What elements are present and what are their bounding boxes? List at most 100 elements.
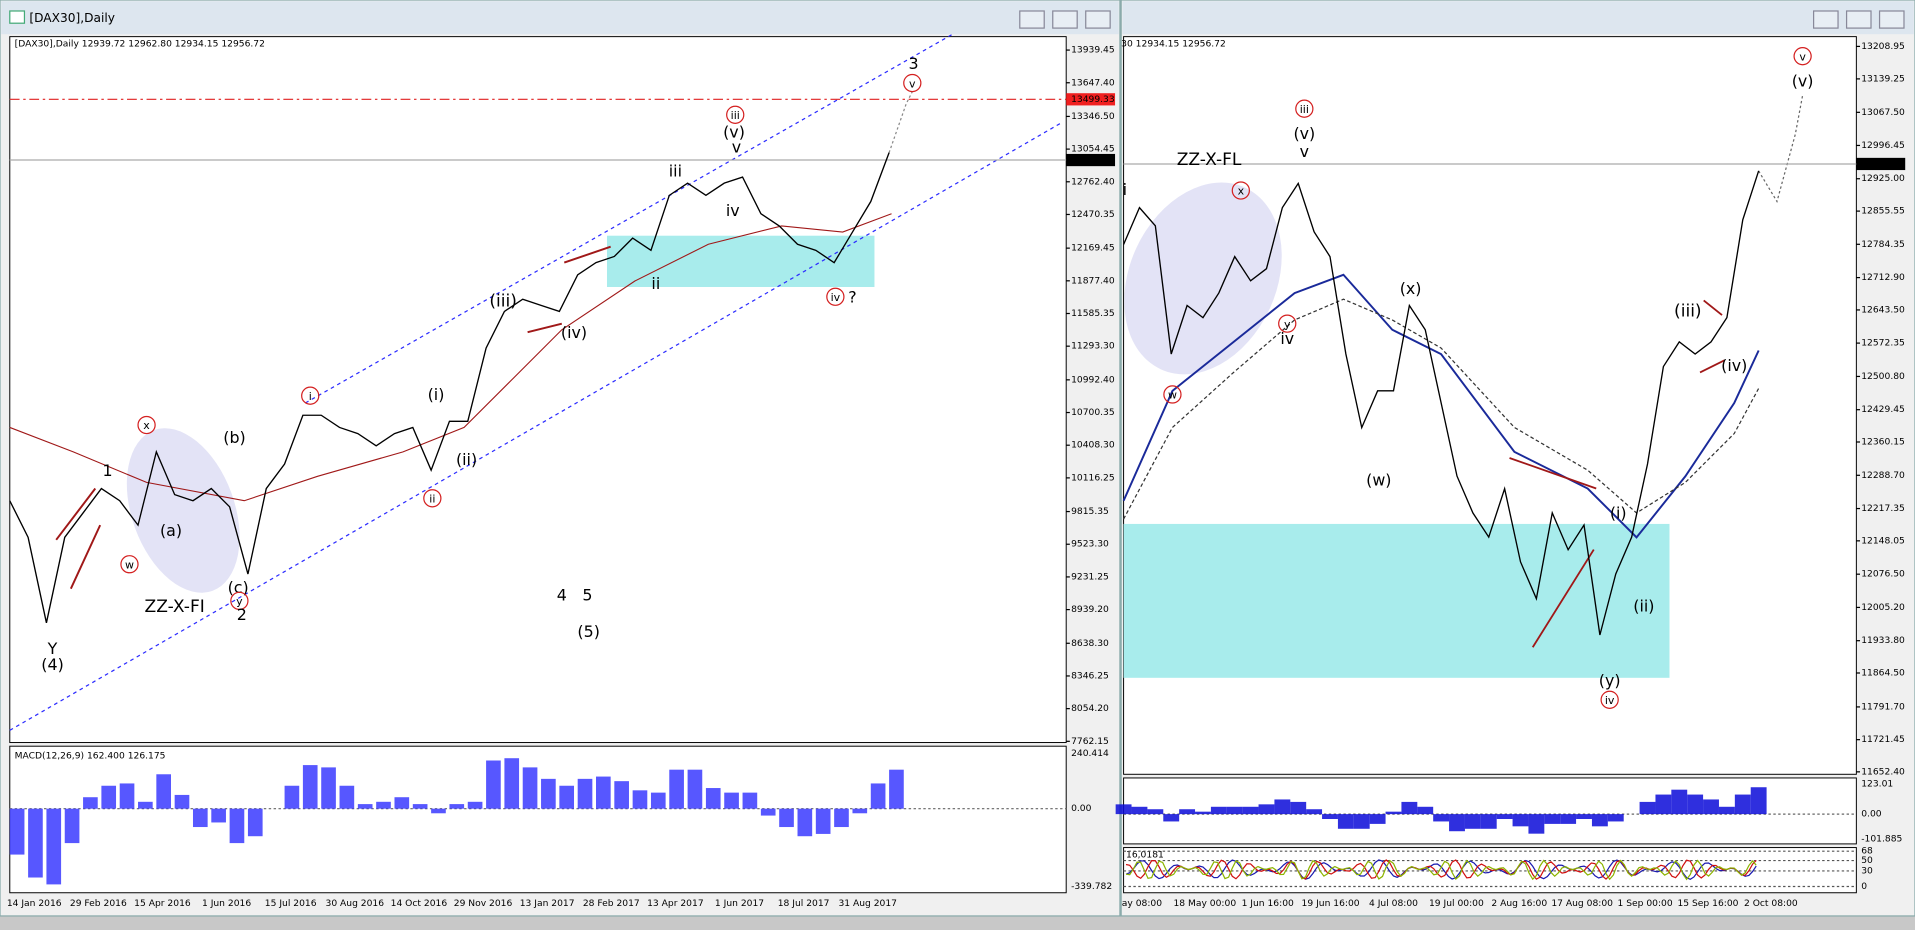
indicator-bar	[1179, 809, 1196, 815]
indicator-bar	[815, 808, 831, 834]
x-tick-label: 31 Aug 2017	[838, 899, 897, 909]
wave-label: iv	[1605, 694, 1615, 707]
projection	[1758, 95, 1804, 204]
indicator-bar	[724, 792, 739, 809]
indicator-bar	[669, 769, 684, 809]
wave-label: v	[909, 77, 916, 90]
indicator-bar	[834, 808, 849, 828]
x-tick-label: 14 Jan 2016	[7, 899, 62, 909]
y-tick-label: 11877.40	[1071, 276, 1115, 286]
wave-label: v	[1300, 142, 1309, 161]
indicator-bar	[760, 808, 776, 816]
wave-label: x	[1238, 185, 1245, 198]
indicator-bar	[156, 774, 171, 809]
x-tick-label: 13 Apr 2017	[647, 899, 704, 909]
indicator-bar	[28, 808, 43, 878]
y-tick-label: 13067.50	[1861, 108, 1905, 118]
x-tick-label: 1 Jun 2016	[202, 899, 251, 909]
indicator-panel	[9, 745, 1067, 894]
indicator-bar	[247, 808, 263, 837]
y-tick-label: 11791.70	[1861, 702, 1905, 712]
pattern-ellipse	[126, 428, 240, 593]
indicator-bar	[522, 767, 538, 809]
indicator-bar	[1369, 814, 1386, 824]
indicator-bar	[1337, 814, 1354, 829]
y-tick-label: 12855.55	[1861, 207, 1905, 217]
wave-circle	[826, 287, 845, 306]
wave-circle	[423, 489, 442, 508]
wave-label: 5	[582, 585, 592, 604]
y-tick-label: 13647.40	[1071, 78, 1115, 88]
oscillator-tick-label: 30	[1861, 866, 1873, 876]
indicator-bar	[1353, 814, 1370, 829]
indicator-bar	[541, 778, 556, 809]
indicator-bar	[632, 790, 648, 809]
indicator-bar	[504, 758, 520, 809]
indicator-bar	[1544, 814, 1561, 824]
y-tick-label: 12470.35	[1071, 210, 1115, 220]
maximize-button[interactable]	[1052, 10, 1078, 29]
indicator-bar	[614, 781, 629, 809]
indicator-bar	[1576, 814, 1592, 820]
indicator-tick-label: 0.00	[1071, 804, 1092, 814]
indicator-bar	[1210, 806, 1227, 815]
price-line	[1122, 170, 1760, 636]
x-tick-label: 1 Jun 2017	[715, 899, 764, 909]
indicator-bar	[1147, 809, 1164, 815]
wave-circle	[1600, 690, 1619, 709]
indicator-bar	[1591, 814, 1608, 827]
channel-line	[9, 121, 1063, 731]
wave-label: w	[125, 558, 134, 571]
wave-label: i	[1123, 180, 1127, 199]
minimize-button[interactable]	[1019, 10, 1045, 29]
x-tick-label: 18 May 00:00	[1173, 899, 1236, 909]
chart-header: [DAX30],Daily 12939.72 12962.80 12934.15…	[15, 39, 265, 49]
indicator-bar	[284, 785, 300, 809]
y-tick-label: 11933.80	[1861, 636, 1905, 646]
y-tick-label: 12076.50	[1861, 570, 1905, 580]
window-icon	[9, 10, 26, 24]
last-price-label: 12956.72	[1071, 156, 1115, 166]
indicator-bar	[394, 797, 410, 809]
indicator-label: MACD(12,26,9) 162.400 126.175	[15, 751, 166, 761]
oscillator-label: 16,0181	[1126, 850, 1164, 860]
y-tick-label: 12005.20	[1861, 603, 1905, 613]
y-tick-label: 9231.25	[1071, 572, 1109, 582]
close-button[interactable]	[1085, 10, 1111, 29]
indicator-bar	[101, 785, 117, 809]
y-tick-label: 11293.30	[1071, 342, 1115, 352]
y-tick-label: 12169.45	[1071, 244, 1115, 254]
indicator-bar	[46, 808, 62, 885]
indicator-bar	[1131, 806, 1148, 815]
minimize-button[interactable]	[1813, 10, 1839, 29]
wave-label: 2	[237, 605, 247, 624]
x-tick-label: 28 Feb 2017	[583, 899, 640, 909]
indicator-tick-label: 0.00	[1861, 810, 1882, 820]
indicator-bar	[1528, 814, 1545, 834]
support-zone	[1123, 523, 1670, 678]
indicator-bar	[1290, 801, 1307, 815]
indicator-bar	[431, 808, 446, 814]
support-zone	[606, 235, 875, 287]
y-tick-label: 11652.40	[1861, 767, 1905, 777]
wave-label: (x)	[1400, 279, 1422, 298]
indicator-bar	[797, 808, 813, 837]
indicator-bar	[1464, 814, 1481, 829]
indicator-bar	[229, 808, 245, 844]
y-tick-label: 13139.25	[1861, 74, 1905, 84]
close-button[interactable]	[1878, 10, 1905, 29]
y-tick-label: 12712.90	[1861, 273, 1905, 283]
maximize-button[interactable]	[1845, 10, 1872, 29]
y-tick-label: 12288.70	[1861, 471, 1905, 481]
wave-label: ii	[651, 274, 660, 293]
x-tick-label: 4 Jul 08:00	[1369, 899, 1418, 909]
indicator-bar	[339, 785, 355, 809]
wave-label: (5)	[577, 622, 599, 641]
y-tick-label: 12925.00	[1861, 174, 1905, 184]
indicator-bar	[1417, 806, 1434, 815]
indicator-bar	[1242, 806, 1259, 815]
y-tick-label: 11585.35	[1071, 309, 1115, 319]
moving-average	[1122, 273, 1760, 539]
indicator-bar	[1433, 814, 1450, 822]
